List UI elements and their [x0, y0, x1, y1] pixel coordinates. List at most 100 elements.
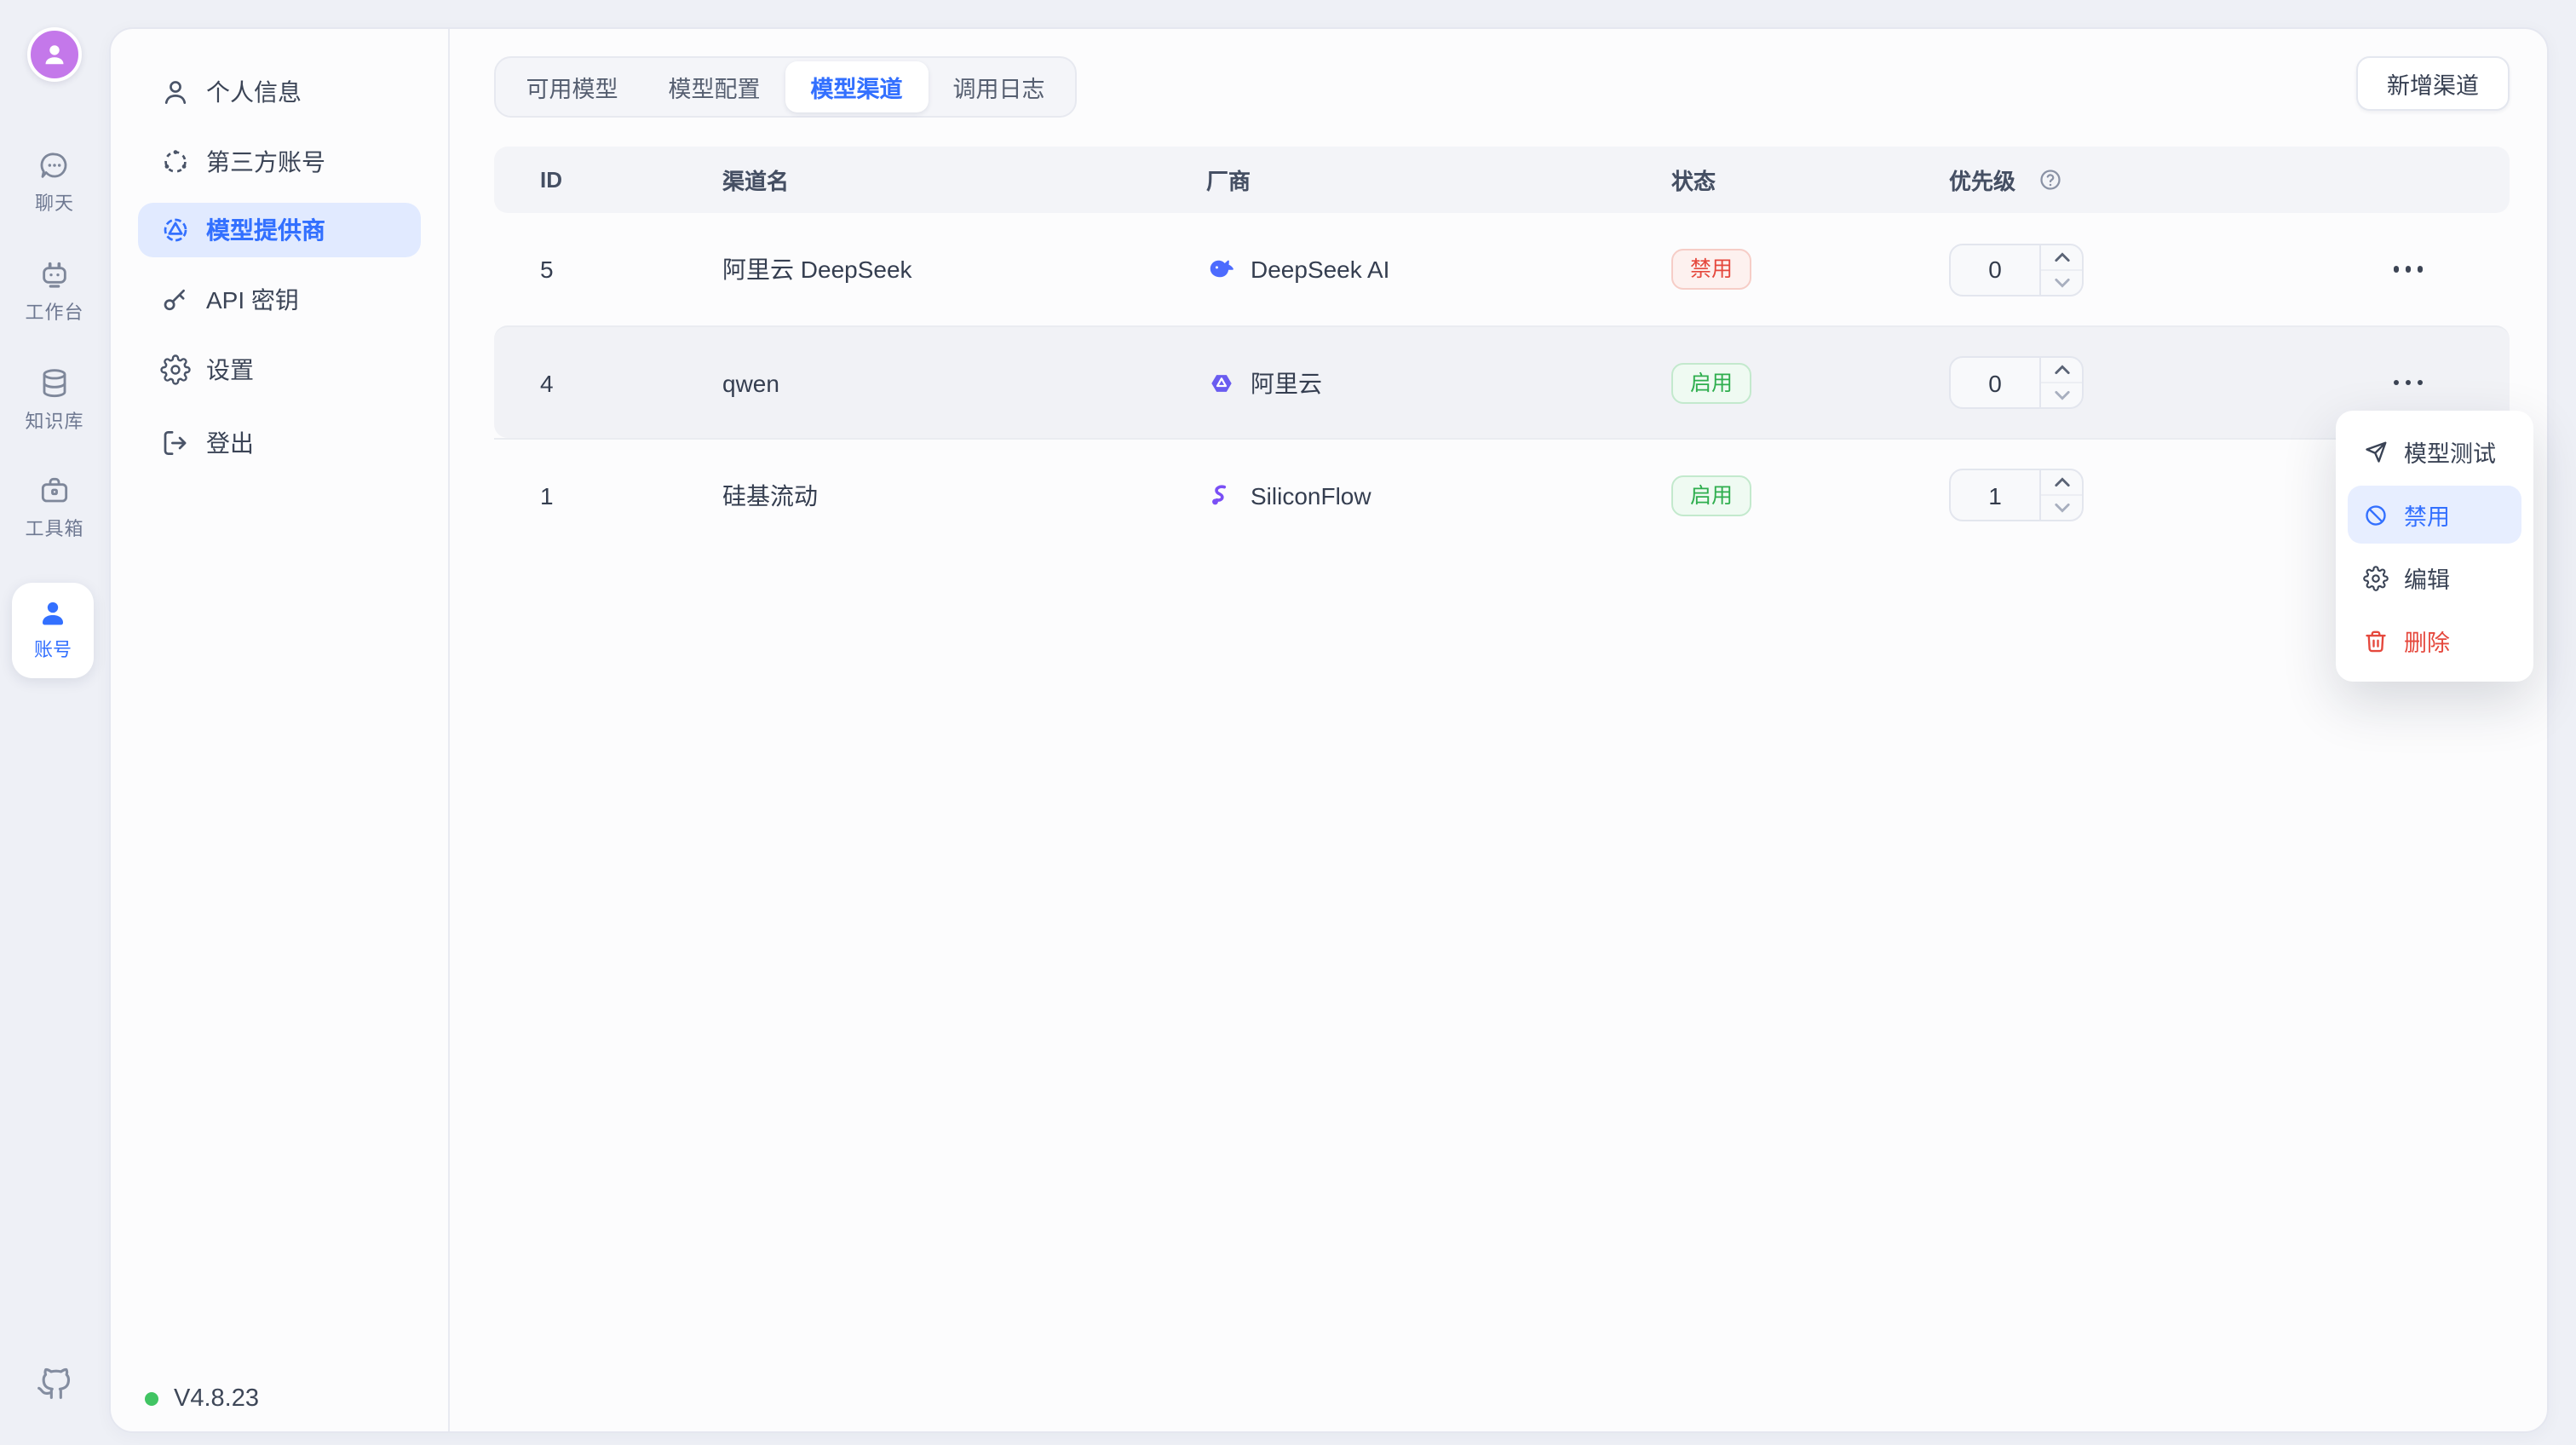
gear-icon: [160, 354, 191, 385]
github-icon[interactable]: [36, 1363, 73, 1401]
cell-id: 4: [540, 369, 554, 396]
vendor-name: DeepSeek AI: [1251, 256, 1390, 283]
priority-stepper[interactable]: 0: [1949, 243, 2084, 296]
key-icon: [164, 289, 185, 311]
cell-channel-name: 阿里云 DeepSeek: [722, 256, 912, 283]
sidebar-item-profile[interactable]: 个人信息: [138, 65, 421, 119]
menu-item-label: 删除: [2404, 630, 2450, 656]
rail-item-label: 知识库: [25, 412, 84, 433]
user-icon: [45, 45, 64, 65]
priority-value[interactable]: 0: [1988, 369, 2002, 396]
chevron-up-icon: [2054, 365, 2069, 375]
cell-actions: [2256, 370, 2510, 396]
cell-priority: 0: [1949, 356, 2256, 409]
logout-icon: [164, 431, 187, 455]
menu-item-label: 编辑: [2404, 567, 2450, 593]
robot-icon: [43, 262, 66, 288]
column-header-id: ID: [540, 167, 562, 193]
trash-icon: [2366, 630, 2386, 652]
channel-table: ID 渠道名 厂商 状态 优先级 5 阿里云 DeepSeek: [494, 147, 2510, 550]
avatar[interactable]: [27, 27, 82, 82]
siliconflow-icon: [1212, 484, 1227, 504]
app-rail: 聊天 工作台 知识库: [0, 0, 109, 1445]
tab-available-models[interactable]: 可用模型: [526, 77, 618, 102]
sidebar-item-third-party[interactable]: 第三方账号: [138, 135, 421, 189]
cell-status: 启用: [1671, 475, 1949, 515]
row-context-menu: 模型测试 禁用 编辑: [2336, 411, 2533, 682]
share-network-icon: [164, 150, 187, 173]
priority-value[interactable]: 0: [1988, 256, 2002, 283]
menu-item-disable[interactable]: 禁用: [2348, 486, 2521, 544]
cell-status: 禁用: [1671, 249, 1949, 290]
column-header-priority: 优先级: [1949, 164, 2256, 196]
priority-stepper[interactable]: 1: [1949, 469, 2084, 521]
cell-channel-name: 硅基流动: [722, 481, 818, 509]
sidebar-item-api-keys[interactable]: API 密钥: [138, 273, 421, 327]
step-down-button[interactable]: [2041, 268, 2082, 294]
cell-status: 启用: [1671, 362, 1949, 403]
sidebar-item-label: 登出: [206, 429, 254, 457]
chevron-up-icon: [2054, 477, 2069, 487]
status-dot: [145, 1392, 158, 1406]
sidebar-item-model-providers[interactable]: 模型提供商: [138, 203, 421, 257]
chevron-down-icon: [2054, 390, 2069, 400]
vendor-name: 阿里云: [1251, 369, 1322, 396]
model-sphere-icon: [164, 218, 187, 242]
step-down-button[interactable]: [2041, 494, 2082, 520]
rail-item-account[interactable]: 账号: [12, 583, 94, 678]
menu-item-edit[interactable]: 编辑: [2348, 549, 2521, 607]
sidebar-item-settings[interactable]: 设置: [138, 343, 421, 397]
rail-item-label: 工作台: [25, 303, 84, 324]
version-info: V4.8.23: [145, 1385, 259, 1413]
account-sidebar: 个人信息 第三方账号 模型提供商: [111, 29, 450, 1431]
priority-value[interactable]: 1: [1988, 481, 2002, 509]
menu-item-label: 禁用: [2404, 504, 2450, 530]
chat-bubble-icon: [40, 153, 67, 178]
cell-id: 1: [540, 481, 554, 509]
add-channel-button[interactable]: 新增渠道: [2356, 56, 2510, 111]
rail-item-chat[interactable]: 聊天: [0, 148, 109, 216]
account-panel: 个人信息 第三方账号 模型提供商: [109, 27, 2549, 1433]
cell-priority: 1: [1949, 469, 2256, 521]
column-header-vendor: 厂商: [1206, 169, 1251, 194]
row-menu-button[interactable]: [2387, 370, 2430, 396]
menu-item-delete[interactable]: 删除: [2348, 612, 2521, 670]
chevron-down-icon: [2054, 277, 2069, 287]
rail-item-knowledge-base[interactable]: 知识库: [0, 366, 109, 435]
column-header-status: 状态: [1671, 169, 1716, 194]
sidebar-item-label: 第三方账号: [206, 148, 325, 176]
menu-item-label: 模型测试: [2404, 441, 2496, 467]
rail-item-toolbox[interactable]: 工具箱: [0, 474, 109, 542]
send-icon: [2366, 440, 2387, 462]
priority-stepper[interactable]: 0: [1949, 356, 2084, 409]
stepper-buttons: [2039, 245, 2082, 294]
tab-model-channels[interactable]: 模型渠道: [785, 61, 928, 112]
menu-item-model-test[interactable]: 模型测试: [2348, 423, 2521, 481]
step-up-button[interactable]: [2041, 358, 2082, 382]
cell-vendor: 阿里云: [1206, 366, 1671, 400]
table-row: 4 qwen 阿里云 启用 0: [494, 325, 2510, 438]
table-header: ID 渠道名 厂商 状态 优先级: [494, 147, 2510, 213]
step-up-button[interactable]: [2041, 470, 2082, 494]
step-down-button[interactable]: [2041, 382, 2082, 407]
gear-icon: [2363, 565, 2389, 590]
cell-priority: 0: [1949, 243, 2256, 296]
user-outline-icon: [164, 81, 187, 104]
cell-channel-name: qwen: [722, 369, 779, 396]
row-menu-button[interactable]: [2387, 256, 2430, 283]
help-circle-icon[interactable]: [2038, 167, 2063, 193]
step-up-button[interactable]: [2041, 245, 2082, 268]
table-row: 5 阿里云 DeepSeek DeepSeek AI 禁用 0: [494, 213, 2510, 325]
status-badge: 启用: [1671, 362, 1752, 403]
stepper-buttons: [2039, 358, 2082, 407]
deepseek-icon: [1210, 260, 1233, 278]
rail-item-label: 账号: [34, 641, 72, 661]
tab-model-config[interactable]: 模型配置: [668, 77, 761, 102]
briefcase-icon: [41, 477, 68, 503]
sidebar-item-logout[interactable]: 登出: [138, 416, 421, 470]
cell-id: 5: [540, 256, 554, 283]
rail-item-workbench[interactable]: 工作台: [0, 257, 109, 325]
alibaba-cloud-qwen-icon: [1211, 374, 1232, 391]
tab-call-logs[interactable]: 调用日志: [952, 77, 1045, 102]
cell-vendor: DeepSeek AI: [1206, 254, 1671, 285]
